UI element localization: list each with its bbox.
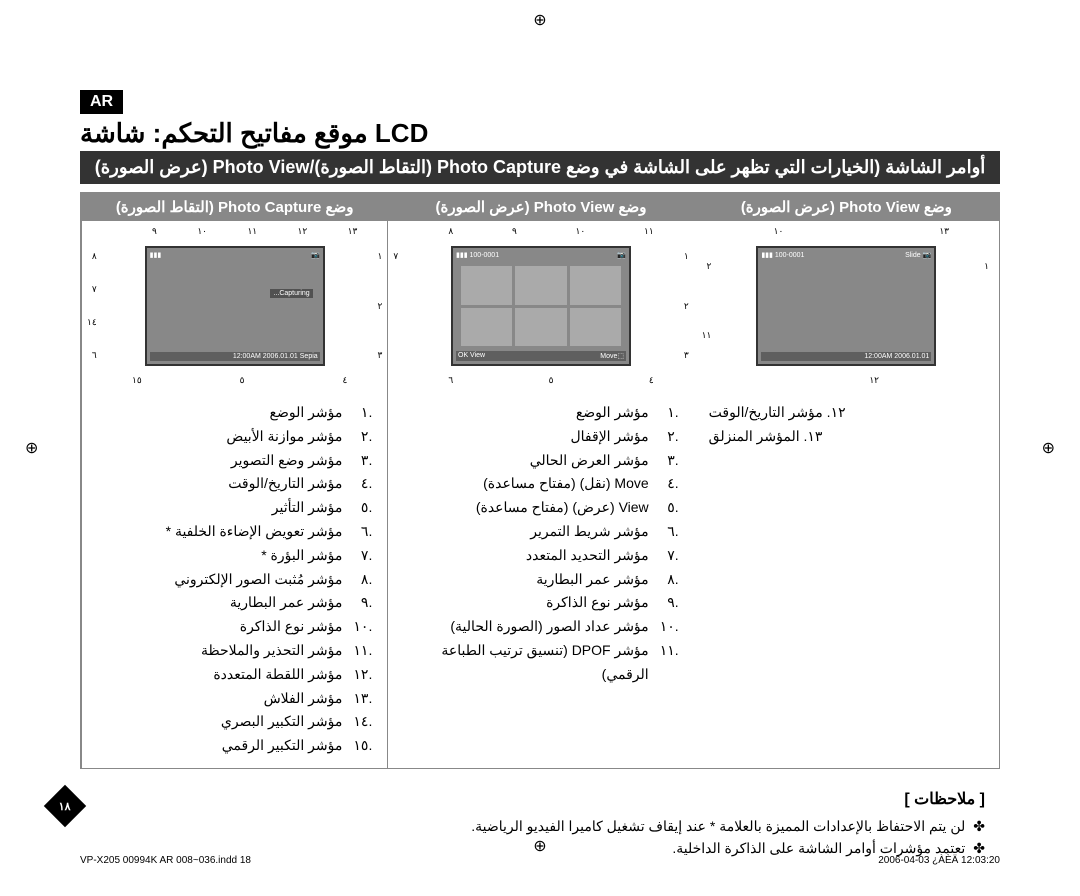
list-item: .١٢مؤشر اللقطة المتعددة xyxy=(97,663,372,687)
list-item: .٦مؤشر تعويض الإضاءة الخلفية * xyxy=(97,520,372,544)
callouts-top3: ١٣١٠ xyxy=(774,226,949,237)
list-item: .٤Move (نقل) (مفتاح مساعدة) xyxy=(403,472,678,496)
callouts-left: ٨٧١٤٦ xyxy=(87,251,97,361)
crop-mark-left: ⊕ xyxy=(25,438,38,458)
screen-view-single: ١٣١٠ ٢١١ ١ ١٢ 📷 Slide 100-0001 ▮▮▮ 12:00… xyxy=(694,221,999,391)
indicator-list-capture: .١مؤشر الوضع.٢مؤشر موازنة الأبيض.٣مؤشر و… xyxy=(82,391,387,768)
page-content: AR موقع مفاتيح التحكم: شاشة LCD أوامر ال… xyxy=(80,90,1000,875)
icon-camera: 📷 xyxy=(617,251,626,259)
list-item: .١٥مؤشر التكبير الرقمي xyxy=(97,734,372,758)
list-item: .٩مؤشر نوع الذاكرة xyxy=(403,591,678,615)
list-item: .١٠مؤشر نوع الذاكرة xyxy=(97,615,372,639)
bottom-bar: 12:00AM 2006.01.01 Sepia xyxy=(150,352,320,361)
indicator-list-view: .١مؤشر الوضع.٢مؤشر الإقفال.٣مؤشر العرض ا… xyxy=(388,391,693,697)
footer-file: VP-X205 00994K AR 008~036.indd 18 xyxy=(80,855,251,866)
bullet-icon: ✤ xyxy=(973,815,985,837)
callouts-bottom2: ٤٥٦ xyxy=(448,375,653,386)
language-badge: AR xyxy=(80,90,123,114)
counter-battery: 100-0001 ▮▮▮ xyxy=(761,251,804,259)
callouts-bottom: ٤٥١٥ xyxy=(132,375,347,386)
datetime-bar: 12:00AM 2006.01.01 xyxy=(761,352,931,361)
callouts-right3: ١ xyxy=(984,261,989,272)
col-header-view1: وضع Photo View (عرض الصورة) xyxy=(388,193,693,221)
list-item: .٧مؤشر التحديد المتعدد xyxy=(403,544,678,568)
list-item: .١٤مؤشر التكبير البصري xyxy=(97,710,372,734)
col-header-capture: وضع Photo Capture (التقاط الصورة) xyxy=(82,193,387,221)
callouts-left2: ٧ xyxy=(393,251,398,361)
list-item: .١مؤشر الوضع xyxy=(97,401,372,425)
capturing-label: Capturing... xyxy=(270,289,312,298)
screen-capture: ١٣١٢١١١٠٩ ٨٧١٤٦ ١٢٣ ٤٥١٥ 📷 ▮▮▮ Capturing… xyxy=(82,221,387,391)
thumbnail-grid xyxy=(461,266,621,346)
callouts-right2: ١٢٣ xyxy=(684,251,689,361)
crop-mark-right: ⊕ xyxy=(1042,438,1055,458)
lcd-mock-capture: 📷 ▮▮▮ Capturing... 12:00AM 2006.01.01 Se… xyxy=(145,246,325,366)
indicator-list-single: ١٢. مؤشر التاريخ/الوقت١٣. المؤشر المنزلق xyxy=(694,391,999,459)
list-item: .٣مؤشر العرض الحالي xyxy=(403,449,678,473)
list-item: .٤مؤشر التاريخ/الوقت xyxy=(97,472,372,496)
col-photo-view-grid: وضع Photo View (عرض الصورة) ١١١٠٩٨ ٧ ١٢٣… xyxy=(387,193,693,768)
list-item: .١١مؤشر DPOF (تنسيق ترتيب الطباعة الرقمي… xyxy=(403,639,678,687)
list-item: .٨مؤشر عمر البطارية xyxy=(403,568,678,592)
list-item: ١٢. مؤشر التاريخ/الوقت xyxy=(709,401,984,425)
list-item: .٨مؤشر مُثبت الصور الإلكتروني xyxy=(97,568,372,592)
list-item: .١١مؤشر التحذير والملاحظة xyxy=(97,639,372,663)
note-text: لن يتم الاحتفاظ بالإعدادات المميزة بالعل… xyxy=(471,815,965,837)
footer-timestamp: 2006-04-03 ¿ÀÈÄ 12:03:20 xyxy=(878,855,1000,866)
list-item: .٥مؤشر التأثير xyxy=(97,496,372,520)
lcd-mock-single: 📷 Slide 100-0001 ▮▮▮ 12:00AM 2006.01.01 xyxy=(756,246,936,366)
battery-icon: ▮▮▮ xyxy=(150,251,162,259)
list-item: .١٠مؤشر عداد الصور (الصورة الحالية) xyxy=(403,615,678,639)
section-banner: أوامر الشاشة (الخيارات التي تظهر على الش… xyxy=(80,151,1000,184)
notes-title: [ ملاحظات ] xyxy=(95,789,985,809)
list-item: .٢مؤشر موازنة الأبيض xyxy=(97,425,372,449)
slide-label: 📷 Slide xyxy=(905,251,931,259)
callouts-top: ١٣١٢١١١٠٩ xyxy=(152,226,357,237)
list-item: .٣مؤشر وضع التصوير xyxy=(97,449,372,473)
list-item: .١٣مؤشر الفلاش xyxy=(97,687,372,711)
col-photo-view-single: وضع Photo View (عرض الصورة) ١٣١٠ ٢١١ ١ ١… xyxy=(694,193,999,768)
page-title: موقع مفاتيح التحكم: شاشة LCD xyxy=(80,114,1000,149)
list-item: .٧مؤشر البؤرة * xyxy=(97,544,372,568)
crop-mark-top: ⊕ xyxy=(533,10,546,30)
list-item: .١مؤشر الوضع xyxy=(403,401,678,425)
list-item: .٢مؤشر الإقفال xyxy=(403,425,678,449)
icon-camera: 📷 xyxy=(311,251,320,259)
lcd-mock-grid: 📷 100-0001 ▮▮▮ ⬚Move OK View xyxy=(451,246,631,366)
page-number: ١٨ xyxy=(59,800,71,813)
callouts-right: ١٢٣ xyxy=(377,251,382,361)
callouts-bottom3: ١٢ xyxy=(869,375,879,386)
footer: VP-X205 00994K AR 008~036.indd 18 2006-0… xyxy=(80,855,1000,866)
list-item: .٩مؤشر عمر البطارية xyxy=(97,591,372,615)
list-item: .٥View (عرض) (مفتاح مساعدة) xyxy=(403,496,678,520)
mode-columns: وضع Photo Capture (التقاط الصورة) ١٣١٢١١… xyxy=(80,192,1000,769)
note-1: ✤ لن يتم الاحتفاظ بالإعدادات المميزة بال… xyxy=(95,815,985,837)
callouts-left3: ٢١١ xyxy=(702,261,712,341)
callouts-top2: ١١١٠٩٨ xyxy=(448,226,653,237)
counter-battery: 100-0001 ▮▮▮ xyxy=(456,251,499,259)
list-item: ١٣. المؤشر المنزلق xyxy=(709,425,984,449)
list-item: .٦مؤشر شريط التمرير xyxy=(403,520,678,544)
col-photo-capture: وضع Photo Capture (التقاط الصورة) ١٣١٢١١… xyxy=(81,193,387,768)
col-header-view2: وضع Photo View (عرض الصورة) xyxy=(694,193,999,221)
bottom-controls: ⬚Move OK View xyxy=(456,351,626,361)
screen-view-grid: ١١١٠٩٨ ٧ ١٢٣ ٤٥٦ 📷 100-0001 ▮▮▮ xyxy=(388,221,693,391)
